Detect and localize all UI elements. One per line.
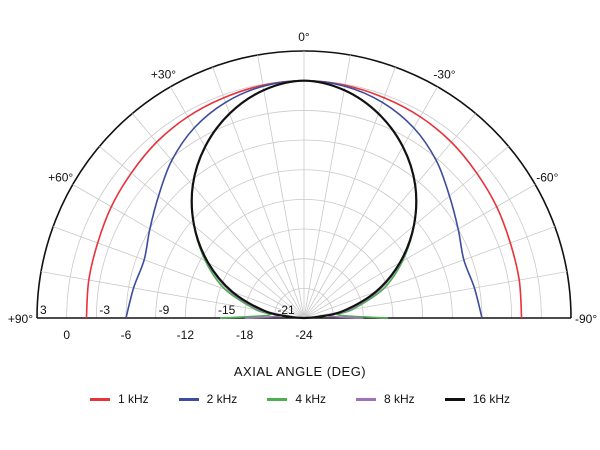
grid-spoke <box>303 113 476 319</box>
legend-item: 1 kHz <box>89 392 149 406</box>
db-tick-label: -18 <box>236 328 254 342</box>
db-tick-label: -9 <box>159 303 170 317</box>
db-tick-label: -21 <box>277 303 295 317</box>
db-tick-label: -15 <box>218 303 236 317</box>
db-tick-label: -24 <box>295 328 313 342</box>
x-axis-label: AXIAL ANGLE (DEG) <box>233 364 367 379</box>
grid-spoke <box>99 146 305 319</box>
grid-spoke <box>303 226 556 319</box>
legend-item: 16 kHz <box>444 392 511 406</box>
series-curves <box>85 79 523 320</box>
legend-swatch <box>267 397 288 401</box>
angle-tick-label: +60° <box>48 171 73 185</box>
angle-tick-label: -60° <box>536 171 558 185</box>
db-tick-label: 3 <box>40 303 47 317</box>
grid-spoke <box>212 66 305 319</box>
angle-tick-label: +90° <box>8 312 33 326</box>
grid-spoke <box>132 113 305 319</box>
legend-swatch <box>178 397 199 401</box>
legend-label: 2 kHz <box>206 392 238 406</box>
grid-spoke <box>52 226 305 319</box>
series-line-16khz <box>190 79 418 320</box>
legend-swatch <box>444 397 465 401</box>
grid-spoke <box>303 66 396 319</box>
db-tick-label: -3 <box>99 303 110 317</box>
legend-label: 4 kHz <box>295 392 326 406</box>
angle-tick-label: 0° <box>298 30 310 44</box>
legend-item: 4 kHz <box>267 392 326 406</box>
grid-spoke <box>170 86 305 319</box>
grid-spoke <box>303 86 438 319</box>
legend-label: 1 kHz <box>117 392 149 406</box>
db-tick-label: -12 <box>177 328 195 342</box>
legend-swatch <box>356 397 376 401</box>
grid-spoke <box>257 54 305 319</box>
angle-tick-label: +30° <box>151 68 176 82</box>
legend-item: 2 kHz <box>178 392 238 406</box>
grid-spoke <box>303 146 509 319</box>
db-tick-label: -6 <box>121 328 132 342</box>
polar-chart: 0° +30° -30° +60° -60° +90° -90° 3 -3 -9 -15 -21 0 -6… <box>8 30 598 342</box>
grid-spoke <box>303 54 351 319</box>
legend-label: 8 kHz <box>384 392 415 406</box>
legend-label: 16 kHz <box>472 392 511 406</box>
axis-labels: 0° +30° -30° +60° -60° +90° -90° 3 -3 -9 -15 -21 0 -6… <box>8 30 598 342</box>
angle-tick-label: -30° <box>433 68 455 82</box>
angle-tick-label: -90° <box>575 312 597 326</box>
legend-item: 8 kHz <box>356 392 415 406</box>
legend: 1 kHz 2 kHz 4 kHz 8 kHz 16 kHz <box>0 392 600 406</box>
legend-swatch <box>89 397 110 401</box>
db-tick-label: 0 <box>63 328 70 342</box>
polar-grid <box>36 50 572 319</box>
